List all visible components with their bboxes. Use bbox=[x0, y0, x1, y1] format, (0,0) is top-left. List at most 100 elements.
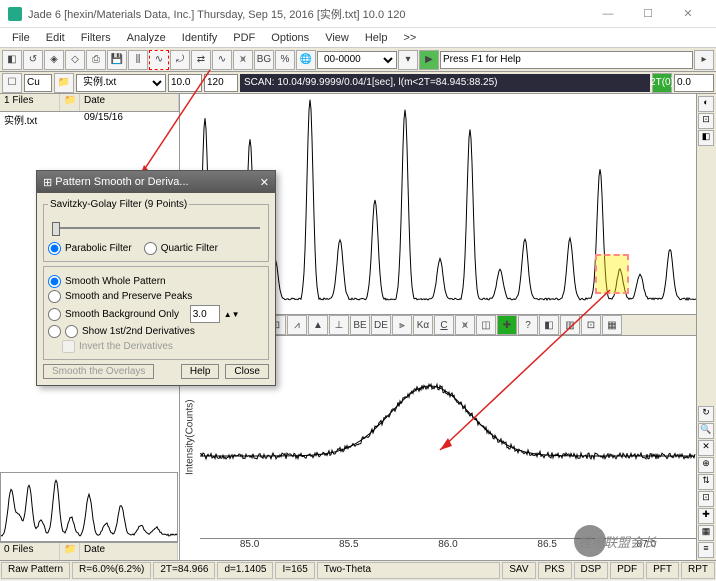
overlays-button: Smooth the Overlays bbox=[43, 364, 154, 379]
whole-radio[interactable]: Smooth Whole Pattern bbox=[48, 275, 264, 288]
tool-icon[interactable]: ⩘ bbox=[287, 315, 307, 335]
range-start[interactable] bbox=[168, 74, 202, 92]
tool-icon[interactable]: ⤾ bbox=[170, 50, 190, 70]
date-col[interactable]: Date bbox=[80, 94, 179, 111]
go-icon[interactable]: ▶ bbox=[419, 50, 439, 70]
menu-options[interactable]: Options bbox=[263, 32, 317, 44]
bars-icon[interactable]: ⫼ bbox=[128, 50, 148, 70]
side-icon[interactable]: ⊡ bbox=[698, 113, 714, 129]
tool-icon[interactable]: BE bbox=[350, 315, 370, 335]
help-button[interactable]: Help bbox=[181, 364, 220, 379]
globe-icon[interactable]: 🌐 bbox=[296, 50, 316, 70]
side-icon[interactable]: ↻ bbox=[698, 406, 714, 422]
side-icon[interactable]: ✚ bbox=[698, 508, 714, 524]
tool-icon[interactable]: ▲ bbox=[308, 315, 328, 335]
tool-icon[interactable]: Kα bbox=[413, 315, 433, 335]
preserve-radio[interactable]: Smooth and Preserve Peaks bbox=[48, 290, 264, 303]
side-icon[interactable]: ◐ bbox=[698, 96, 714, 112]
tool-icon[interactable]: ◇ bbox=[65, 50, 85, 70]
save-icon[interactable]: 💾 bbox=[107, 50, 127, 70]
tool-icon[interactable]: ▦ bbox=[602, 315, 622, 335]
folder-icon[interactable]: 📁 bbox=[60, 543, 80, 560]
checkbox-icon[interactable]: ☐ bbox=[2, 73, 22, 93]
tool-icon[interactable]: ◫ bbox=[476, 315, 496, 335]
menu-pdf[interactable]: PDF bbox=[225, 32, 263, 44]
bgonly-radio[interactable]: Smooth Background Only ▲▼ bbox=[48, 305, 264, 323]
folder-icon[interactable]: 📁 bbox=[54, 73, 74, 93]
status-dsp[interactable]: DSP bbox=[574, 562, 609, 579]
dropdown-icon[interactable]: ▾ bbox=[398, 50, 418, 70]
date-col-bot[interactable]: Date bbox=[80, 543, 178, 560]
xtick: 86.0 bbox=[438, 539, 457, 550]
close-button[interactable]: ✕ bbox=[668, 7, 708, 20]
menu-edit[interactable]: Edit bbox=[38, 32, 73, 44]
menu-view[interactable]: View bbox=[317, 32, 357, 44]
file-count[interactable]: 1 Files bbox=[0, 94, 60, 111]
dialog-titlebar[interactable]: ⊞ Pattern Smooth or Deriva... ✕ bbox=[37, 171, 275, 193]
help-icon[interactable]: ? bbox=[518, 315, 538, 335]
minimize-button[interactable]: — bbox=[588, 8, 628, 20]
parabolic-radio[interactable]: Parabolic Filter bbox=[48, 242, 132, 255]
status-sav[interactable]: SAV bbox=[502, 562, 535, 579]
menu-more[interactable]: >> bbox=[395, 32, 424, 44]
tool-icon[interactable]: ◈ bbox=[44, 50, 64, 70]
menu-analyze[interactable]: Analyze bbox=[119, 32, 174, 44]
range-end[interactable] bbox=[204, 74, 238, 92]
close-button[interactable]: Close bbox=[225, 364, 269, 379]
tool-icon[interactable]: ✚ bbox=[497, 315, 517, 335]
tool-icon[interactable]: ⊡ bbox=[581, 315, 601, 335]
folder-icon[interactable]: 📁 bbox=[60, 94, 80, 111]
menu-help[interactable]: Help bbox=[357, 32, 396, 44]
file-combo[interactable]: 实例.txt bbox=[76, 74, 166, 92]
tool-icon[interactable]: % bbox=[275, 50, 295, 70]
dialog-close-icon[interactable]: ✕ bbox=[260, 176, 269, 189]
deriv-radio[interactable]: Show 1st/2nd Derivatives bbox=[48, 325, 264, 338]
status-pdf[interactable]: PDF bbox=[610, 562, 644, 579]
element-input[interactable] bbox=[24, 74, 52, 92]
side-icon[interactable]: ≡ bbox=[698, 542, 714, 558]
maximize-button[interactable]: ☐ bbox=[628, 7, 668, 20]
menu-identify[interactable]: Identify bbox=[174, 32, 225, 44]
file-date: 09/15/16 bbox=[84, 112, 123, 128]
tool-icon[interactable]: ⇄ bbox=[191, 50, 211, 70]
menu-file[interactable]: File bbox=[4, 32, 38, 44]
print-icon[interactable]: ⎙ bbox=[86, 50, 106, 70]
points-slider[interactable] bbox=[48, 218, 264, 238]
twot-value[interactable] bbox=[674, 74, 714, 92]
status-raw[interactable]: Raw Pattern bbox=[1, 562, 70, 579]
status-rpt[interactable]: RPT bbox=[681, 562, 715, 579]
side-icon[interactable]: 🔍 bbox=[698, 423, 714, 439]
file-count-bot[interactable]: 0 Files bbox=[0, 543, 60, 560]
tool-icon[interactable]: ◧ bbox=[539, 315, 559, 335]
side-icon[interactable]: ✕ bbox=[698, 440, 714, 456]
tool-icon[interactable]: DE bbox=[371, 315, 391, 335]
twot-label: 2T(0) bbox=[652, 73, 672, 93]
tool-icon[interactable]: ▥ bbox=[560, 315, 580, 335]
status-pft[interactable]: PFT bbox=[646, 562, 679, 579]
tool-icon[interactable]: ◧ bbox=[2, 50, 22, 70]
side-icon[interactable]: ⊡ bbox=[698, 491, 714, 507]
side-icon[interactable]: ◧ bbox=[698, 130, 714, 146]
tool-icon[interactable]: ⊥ bbox=[329, 315, 349, 335]
smooth-icon[interactable]: ∿ bbox=[149, 50, 169, 70]
tool-icon[interactable]: ∿ bbox=[212, 50, 232, 70]
peaks-icon[interactable]: ⩙ bbox=[233, 50, 253, 70]
tool-icon[interactable]: ⩙ bbox=[455, 315, 475, 335]
scan-info: SCAN: 10.04/99.9999/0.04/1[sec], l(m<2T=… bbox=[240, 74, 650, 92]
expand-icon[interactable]: ▸ bbox=[694, 50, 714, 70]
bg-icon[interactable]: BG bbox=[254, 50, 274, 70]
status-label: Two-Theta bbox=[317, 562, 500, 579]
status-pks[interactable]: PKS bbox=[538, 562, 572, 579]
quartic-radio[interactable]: Quartic Filter bbox=[144, 242, 218, 255]
help-hint[interactable] bbox=[440, 51, 693, 69]
tool-icon[interactable]: ↺ bbox=[23, 50, 43, 70]
menu-filters[interactable]: Filters bbox=[73, 32, 119, 44]
tool-icon[interactable]: C bbox=[434, 315, 454, 335]
pdf-combo[interactable]: 00-0000 bbox=[317, 51, 397, 69]
side-icon[interactable]: ⇅ bbox=[698, 474, 714, 490]
file-row[interactable]: 实例.txt 09/15/16 bbox=[0, 112, 179, 128]
side-icon[interactable]: ⊕ bbox=[698, 457, 714, 473]
side-icon[interactable]: ▦ bbox=[698, 525, 714, 541]
bg-value[interactable] bbox=[190, 305, 220, 323]
tool-icon[interactable]: ⫸ bbox=[392, 315, 412, 335]
